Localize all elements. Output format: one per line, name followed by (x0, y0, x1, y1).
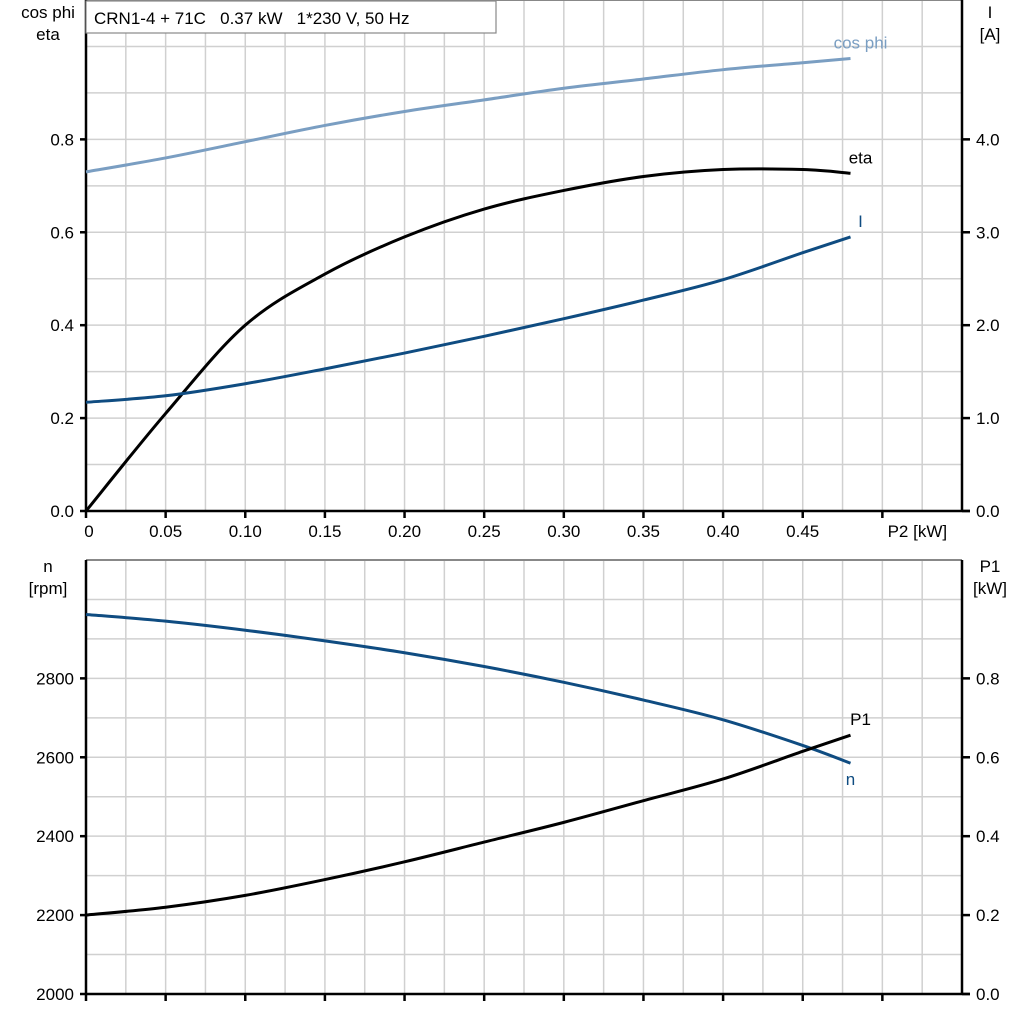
x-tick-label: 0.30 (547, 522, 580, 541)
x-tick-label: 0.45 (786, 522, 819, 541)
x-tick-label: 0 (84, 522, 93, 541)
y-axis-label-right: [A] (980, 25, 1001, 44)
y-tick-label-right: 0.0 (976, 985, 1000, 1004)
y-axis-label-right: [kW] (973, 579, 1007, 598)
x-tick-label: 0.10 (229, 522, 262, 541)
series-label: n (846, 770, 855, 789)
y-tick-label-right: 0.8 (976, 669, 1000, 688)
x-tick-label: 0.35 (627, 522, 660, 541)
y-tick-label-right: 3.0 (976, 223, 1000, 242)
y-tick-label-left: 2400 (36, 827, 74, 846)
x-tick-label: 0.20 (388, 522, 421, 541)
y-tick-label-right: 0.0 (976, 502, 1000, 521)
x-tick-label: 0.05 (149, 522, 182, 541)
chart-title: CRN1-4 + 71C 0.37 kW 1*230 V, 50 Hz (94, 9, 409, 28)
y-tick-label-left: 2600 (36, 748, 74, 767)
x-tick-label: 0.15 (308, 522, 341, 541)
x-axis-label: P2 [kW] (888, 522, 948, 541)
chart-title-box: CRN1-4 + 71C 0.37 kW 1*230 V, 50 Hz (85, 0, 497, 34)
bottom-chart: 2000 2200 2400 2600 2800 0.0 0.2 0.4 0.6 0.8 n [rpm… (29, 557, 1007, 1004)
y-axis-label-left: [rpm] (29, 579, 68, 598)
series-label: P1 (850, 710, 871, 729)
series-label: cos phi (834, 34, 888, 53)
y-tick-label-right: 4.0 (976, 130, 1000, 149)
series-line-p1 (85, 733, 851, 917)
series-line-n (85, 612, 852, 765)
y-axis-label-left: eta (36, 25, 60, 44)
y-tick-label-left: 2000 (36, 985, 74, 1004)
top-chart: 0.0 0.2 0.4 0.6 0.8 0.0 1.0 2.0 3.0 4.0 0 0.05 0.10 0… (21, 0, 1000, 541)
y-axis-label-right: I (988, 3, 993, 22)
x-tick-label: 0.25 (468, 522, 501, 541)
y-tick-label-left: 0.4 (50, 316, 74, 335)
y-tick-label-left: 0.2 (50, 409, 74, 428)
y-tick-label-right: 2.0 (976, 316, 1000, 335)
y-tick-label-left: 0.6 (50, 223, 74, 242)
y-tick-label-right: 1.0 (976, 409, 1000, 428)
y-axis-label-left: cos phi (21, 3, 75, 22)
x-tick-label: 0.40 (707, 522, 740, 541)
y-tick-label-left: 0.8 (50, 130, 74, 149)
y-tick-label-left: 2200 (36, 906, 74, 925)
series-line-i (85, 235, 851, 404)
y-axis-label-right: P1 (980, 557, 1001, 576)
y-tick-label-left: 2800 (36, 669, 74, 688)
y-axis-label-left: n (43, 557, 52, 576)
series-line-cos-phi (85, 57, 851, 174)
y-tick-label-right: 0.6 (976, 748, 1000, 767)
series-label: I (858, 212, 863, 231)
series-line-eta (84, 167, 851, 512)
y-tick-label-right: 0.2 (976, 906, 1000, 925)
series-label: eta (849, 148, 873, 167)
y-tick-label-left: 0.0 (50, 502, 74, 521)
y-tick-label-right: 0.4 (976, 827, 1000, 846)
